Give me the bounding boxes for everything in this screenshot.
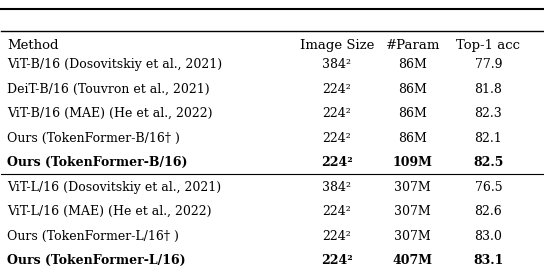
Text: 307M: 307M <box>394 181 431 194</box>
Text: 307M: 307M <box>394 230 431 243</box>
Text: 86M: 86M <box>398 58 427 71</box>
Text: 81.8: 81.8 <box>474 83 503 96</box>
Text: Ours (TokenFormer-L/16): Ours (TokenFormer-L/16) <box>7 254 186 267</box>
Text: Ours (TokenFormer-L/16† ): Ours (TokenFormer-L/16† ) <box>7 230 178 243</box>
Text: 82.1: 82.1 <box>474 132 502 145</box>
Text: 224²: 224² <box>321 156 353 169</box>
Text: ViT-B/16 (MAE) (He et al., 2022): ViT-B/16 (MAE) (He et al., 2022) <box>7 107 212 120</box>
Text: 76.5: 76.5 <box>475 181 502 194</box>
Text: 82.5: 82.5 <box>473 156 504 169</box>
Text: 83.0: 83.0 <box>474 230 503 243</box>
Text: 224²: 224² <box>323 83 351 96</box>
Text: Method: Method <box>7 39 58 52</box>
Text: 224²: 224² <box>321 254 353 267</box>
Text: 224²: 224² <box>323 205 351 218</box>
Text: 384²: 384² <box>323 181 351 194</box>
Text: 407M: 407M <box>393 254 432 267</box>
Text: Ours (TokenFormer-B/16): Ours (TokenFormer-B/16) <box>7 156 187 169</box>
Text: ViT-L/16 (Dosovitskiy et al., 2021): ViT-L/16 (Dosovitskiy et al., 2021) <box>7 181 221 194</box>
Text: Ours (TokenFormer-B/16† ): Ours (TokenFormer-B/16† ) <box>7 132 180 145</box>
Text: 82.6: 82.6 <box>474 205 502 218</box>
Text: 307M: 307M <box>394 205 431 218</box>
Text: 86M: 86M <box>398 83 427 96</box>
Text: 224²: 224² <box>323 107 351 120</box>
Text: 224²: 224² <box>323 132 351 145</box>
Text: 109M: 109M <box>393 156 432 169</box>
Text: Top-1 acc: Top-1 acc <box>456 39 521 52</box>
Text: Image Size: Image Size <box>300 39 374 52</box>
Text: 77.9: 77.9 <box>475 58 502 71</box>
Text: 86M: 86M <box>398 107 427 120</box>
Text: 224²: 224² <box>323 230 351 243</box>
Text: 384²: 384² <box>323 58 351 71</box>
Text: 86M: 86M <box>398 132 427 145</box>
Text: ViT-B/16 (Dosovitskiy et al., 2021): ViT-B/16 (Dosovitskiy et al., 2021) <box>7 58 222 71</box>
Text: #Param: #Param <box>386 39 440 52</box>
Text: DeiT-B/16 (Touvron et al., 2021): DeiT-B/16 (Touvron et al., 2021) <box>7 83 209 96</box>
Text: 83.1: 83.1 <box>473 254 504 267</box>
Text: 82.3: 82.3 <box>474 107 502 120</box>
Text: ViT-L/16 (MAE) (He et al., 2022): ViT-L/16 (MAE) (He et al., 2022) <box>7 205 211 218</box>
